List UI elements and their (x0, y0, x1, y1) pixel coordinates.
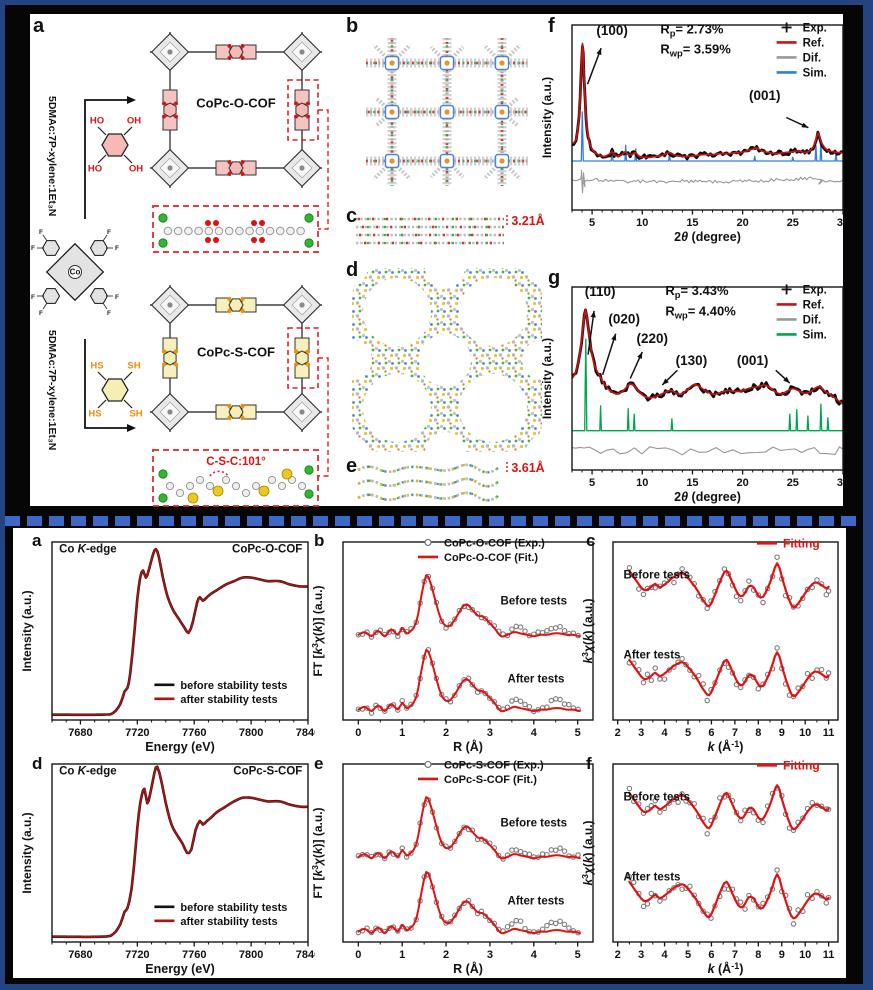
panel-letter-e: e (314, 754, 324, 773)
panel-letter-d: d (346, 259, 359, 281)
oh-label: OH (128, 163, 144, 175)
tetraol-molecule (97, 126, 133, 164)
solvent-conditions-bottom: 5DMAc:7P-xylene:1Et₃N (46, 330, 58, 451)
panel-letter-f: f (586, 754, 592, 773)
f-atom-label: F (31, 294, 35, 301)
hs-label: HS (88, 408, 102, 420)
reaction-arrow-bottom (84, 339, 127, 429)
ho-label: HO (87, 163, 103, 175)
f-atom-label: F (107, 229, 111, 236)
f-atom-label: F (115, 245, 119, 252)
copc-s-cof-name: CoPc-S-COF (197, 344, 275, 360)
oh-label: OH (126, 115, 142, 127)
stacking-layers-s-cof (357, 462, 508, 502)
panel-letter-b: b (314, 531, 325, 550)
f-atom-label: F (31, 245, 35, 252)
panel-letter-a: a (33, 15, 45, 37)
ho-label: HO (89, 115, 105, 127)
reaction-arrow-top (84, 99, 127, 219)
crystal-structure-o-cof (366, 38, 528, 186)
f-atom-label: F (115, 294, 119, 301)
panel-letter-f: f (548, 15, 555, 37)
copc-monomer: F F F F F F F F (31, 229, 119, 317)
sh-label: SH (127, 360, 141, 372)
panel-letter-g: g (548, 267, 561, 289)
panel-a-scheme: F F F F F F F F (31, 32, 562, 507)
sh-label: SH (129, 408, 143, 420)
interlayer-distance-s: 3.61Å (511, 461, 545, 475)
copc-o-cof-framework (150, 32, 329, 230)
o-linker-sideview (152, 205, 319, 253)
copc-node-markers (384, 55, 510, 169)
panel-letter-a: a (32, 531, 42, 550)
f-atom-label: F (39, 310, 43, 317)
panel-letter-b: b (346, 15, 359, 37)
f-atom-label: F (39, 229, 43, 236)
panel-letter-c: c (586, 531, 596, 550)
copc-o-cof-name: CoPc-O-COF (196, 95, 276, 111)
tetrathiol-molecule (97, 371, 133, 409)
hs-label: HS (90, 360, 104, 372)
interlayer-distance-o: 3.21Å (511, 214, 545, 228)
section-divider-dashed (5, 516, 863, 526)
panel-letter-e: e (346, 455, 358, 477)
panel-letter-d: d (32, 754, 43, 773)
co-center-label: Co (69, 267, 81, 277)
f-atom-label: F (107, 310, 111, 317)
solvent-conditions-top: 5DMAc:7P-xylene:1Et₃N (46, 96, 58, 217)
csc-angle-label: C-S-C:101° (206, 456, 266, 468)
s-linker-sideview (152, 449, 319, 507)
panel-letter-c: c (346, 205, 358, 227)
stacking-layers-o-cof (356, 215, 508, 245)
crystal-structure-s-cof (332, 248, 562, 472)
copc-s-cof-framework (150, 285, 329, 477)
